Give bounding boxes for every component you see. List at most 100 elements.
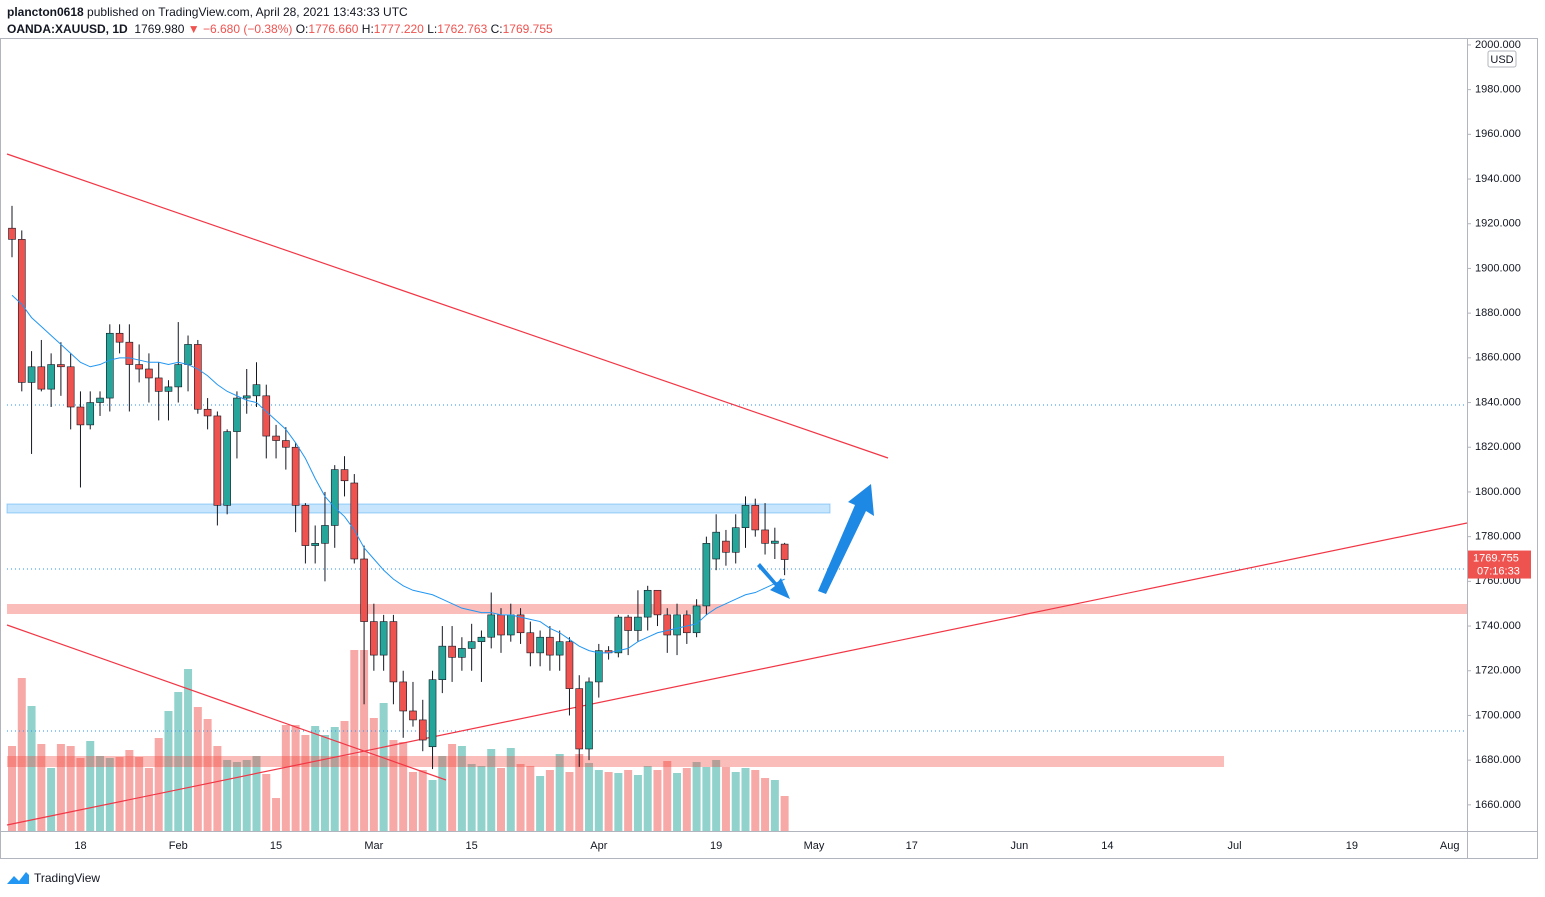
x-tick-label: 15 — [270, 840, 282, 852]
volume-bar — [487, 749, 496, 831]
candle-body — [624, 616, 632, 631]
volume-bar — [105, 758, 114, 831]
volume-bar — [418, 770, 427, 831]
candle-body — [692, 605, 701, 634]
y-tick-label: 1780.000 — [1475, 531, 1521, 543]
x-tick-label: 17 — [906, 840, 918, 852]
last-price: 1769.755 — [1473, 552, 1519, 564]
candle-body — [634, 616, 642, 631]
ohlc-value: 1777.220 — [373, 22, 424, 36]
volume-bar — [66, 746, 75, 831]
volume-bar — [291, 725, 300, 831]
y-tick-label: 1920.000 — [1475, 218, 1521, 230]
ohlc-label: O: — [295, 22, 309, 36]
volume-bar — [565, 772, 574, 831]
volume-bar — [731, 772, 740, 831]
candle-body — [106, 332, 114, 399]
volume-bar — [17, 678, 26, 831]
x-tick-label: Aug — [1440, 840, 1460, 852]
ohlc-value: 1762.763 — [437, 22, 488, 36]
currency-box — [1487, 50, 1517, 68]
y-tick-label: 1960.000 — [1475, 128, 1521, 140]
x-tick-label: 19 — [1346, 840, 1358, 852]
volume-bar — [223, 760, 232, 831]
volume-bar — [448, 744, 457, 831]
candle-body — [702, 543, 711, 607]
trend-line — [6, 624, 447, 781]
candle-body — [203, 408, 212, 417]
candle-body — [653, 589, 662, 616]
candle-body — [242, 395, 251, 399]
volume-bar — [467, 764, 476, 831]
volume-bar — [360, 650, 369, 831]
volume-bar — [673, 773, 682, 831]
publish-line: plancton0618 published on TradingView.co… — [7, 4, 553, 21]
ohlc-label: C: — [490, 22, 503, 36]
volume-bar — [526, 766, 535, 831]
candle-body — [57, 364, 65, 368]
x-tick-label: Jun — [1010, 840, 1028, 852]
y-tick-label: 1800.000 — [1475, 486, 1521, 498]
candle-body — [761, 529, 769, 544]
candle-body — [76, 406, 85, 426]
support-zone-low — [7, 756, 1224, 767]
candle-body — [174, 364, 183, 388]
symbol-line: OANDA:XAUUSD, 1D 1769.980 ▼ −6.680 (−0.3… — [7, 21, 553, 38]
volume-bar — [184, 669, 193, 831]
candle-body — [321, 525, 329, 544]
x-tick-label: 18 — [74, 840, 86, 852]
trend-line — [6, 153, 889, 459]
candle-body — [233, 397, 241, 432]
volume-bar — [272, 798, 281, 831]
volume-bar — [721, 767, 730, 831]
candle-body — [536, 636, 544, 654]
candle-body — [17, 239, 26, 383]
x-tick-label: 14 — [1101, 840, 1113, 852]
candle-body — [27, 366, 36, 383]
candle-body — [546, 636, 554, 656]
published: published on TradingView.com, April 28, … — [87, 5, 408, 19]
candle-body — [722, 540, 730, 553]
x-tick-label: Mar — [364, 840, 383, 852]
candle-body — [301, 505, 310, 546]
volume-bar — [702, 767, 711, 831]
volume-bar — [213, 746, 222, 831]
volume-bar — [761, 778, 770, 831]
y-tick-label: 1860.000 — [1475, 352, 1521, 364]
y-tick-label: 1980.000 — [1475, 84, 1521, 96]
candle-body — [771, 540, 779, 544]
candle-body — [614, 616, 623, 654]
candle-body — [86, 402, 95, 426]
candle-body — [663, 614, 672, 636]
candle-body — [731, 527, 740, 553]
volume-bar — [624, 770, 633, 831]
volume-bar — [663, 761, 672, 831]
volume-bar — [751, 770, 760, 831]
volume-bar — [115, 757, 124, 831]
candle-body — [448, 645, 456, 658]
candle-body — [399, 681, 408, 712]
candle-body — [643, 589, 652, 618]
y-tick-label: 1900.000 — [1475, 262, 1521, 274]
volume-bar — [350, 650, 359, 831]
candle-body — [516, 614, 525, 634]
volume-bar — [144, 768, 153, 831]
trend-line — [6, 522, 1468, 826]
candle-body — [458, 648, 466, 658]
candle-body — [154, 377, 163, 392]
volume-bar — [545, 770, 554, 831]
candle-body — [184, 344, 192, 365]
candle-body — [272, 435, 280, 441]
volume-layer — [8, 650, 789, 831]
candle-body — [477, 636, 486, 642]
volume-bar — [96, 756, 105, 831]
support-zone — [7, 604, 1467, 614]
candle-body — [350, 482, 359, 560]
candle-body — [683, 614, 691, 634]
volume-bar — [585, 763, 594, 831]
volume-bar — [770, 780, 779, 831]
y-tick-label: 1660.000 — [1475, 799, 1521, 811]
volume-bar — [497, 768, 505, 831]
candle-body — [370, 621, 378, 656]
